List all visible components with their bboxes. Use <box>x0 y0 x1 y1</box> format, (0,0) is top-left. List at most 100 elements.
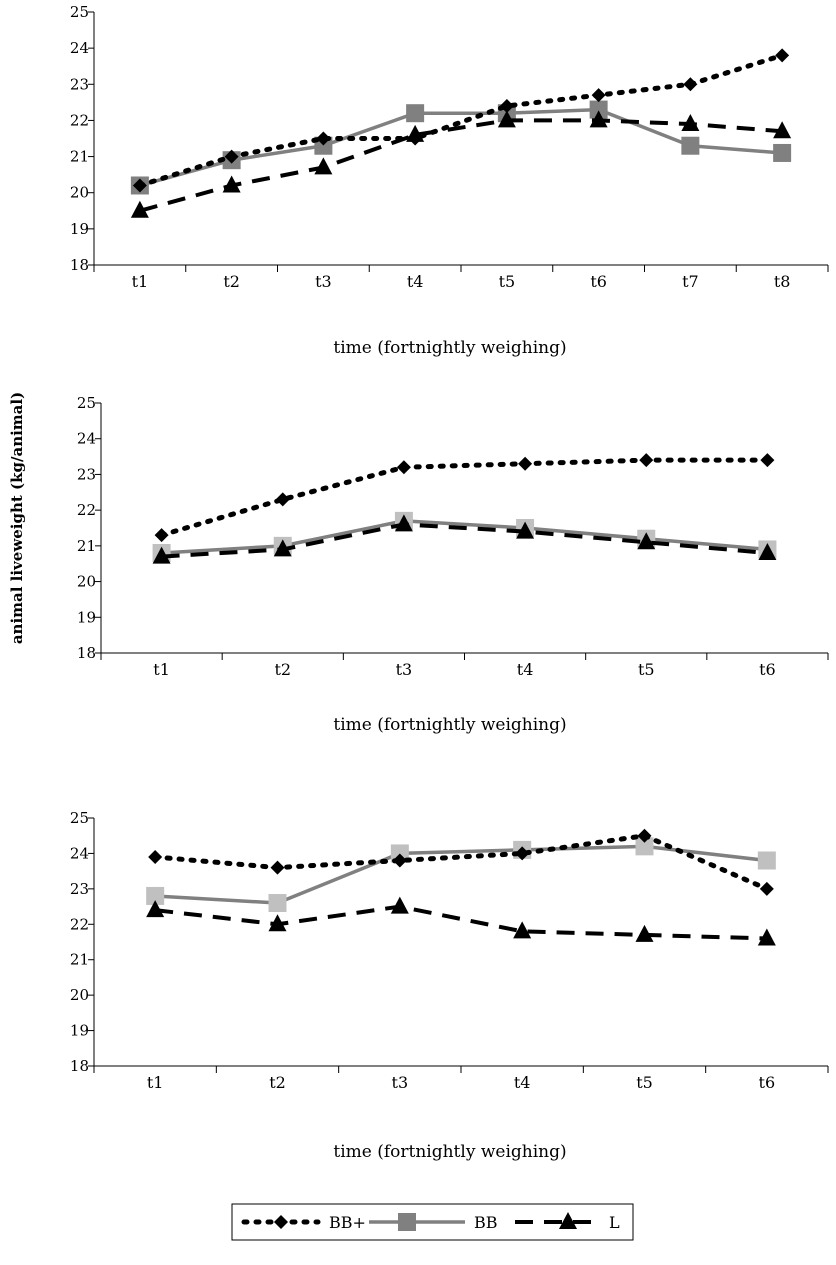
data-point-l <box>681 114 700 132</box>
data-point-bbplus <box>154 528 169 543</box>
data-point-l <box>757 928 776 946</box>
x-tick-label: t2 <box>223 272 240 291</box>
y-tick-label: 24 <box>70 844 89 862</box>
x-tick-label: t4 <box>517 660 534 679</box>
data-point-l <box>222 175 241 193</box>
legend-label-bbplus: BB+ <box>329 1213 366 1232</box>
y-tick-label: 23 <box>70 880 89 898</box>
data-point-bbplus <box>275 492 290 507</box>
series-line-bbplus <box>137 52 785 188</box>
y-tick-label: 19 <box>70 1022 89 1040</box>
charts: 18 19 20 21 22 23 24 25 t1 t2 t3 t4 t5 t6 t7 t8 time (fo… <box>70 3 829 1162</box>
data-point-bb <box>773 143 792 162</box>
data-point-l <box>635 924 654 942</box>
y-tick-label: 20 <box>70 986 89 1004</box>
y-tick-label: 24 <box>70 39 89 57</box>
y-tick-label: 18 <box>70 256 89 274</box>
x-tick-label: t1 <box>153 660 170 679</box>
y-tick-label: 20 <box>70 184 89 202</box>
x-tick-label: t3 <box>396 660 413 679</box>
data-point-l <box>637 532 656 550</box>
legend-label-l: L <box>609 1213 620 1232</box>
data-point-bbplus <box>270 860 285 875</box>
data-point-l <box>146 900 165 918</box>
x-tick-label: t5 <box>638 660 655 679</box>
y-tick-label: 20 <box>77 573 96 591</box>
data-point-bbplus <box>408 131 423 146</box>
data-point-bbplus <box>518 456 533 471</box>
data-point-l <box>394 514 413 532</box>
y-tick-label: 18 <box>70 1057 89 1075</box>
legend-label-bb: BB <box>474 1213 498 1232</box>
series-line-l <box>139 118 783 213</box>
y-tick-label: 25 <box>77 394 96 412</box>
data-point-bb <box>589 100 608 119</box>
legend: BB+ BB L <box>231 1203 634 1241</box>
series-line-l <box>154 904 767 941</box>
data-point-bbplus <box>760 453 775 468</box>
chart-panel-2: 18 19 20 21 22 23 24 25 t1 t2 t3 t4 t5 t6 time (fortni… <box>77 394 829 735</box>
data-point-l <box>773 121 792 139</box>
data-point-l <box>268 914 287 932</box>
data-point-bbplus <box>775 48 790 63</box>
data-point-bb <box>146 886 165 905</box>
data-point-bbplus <box>499 98 514 113</box>
y-tick-label: 23 <box>77 465 96 483</box>
data-point-bb <box>757 851 776 870</box>
legend-marker-bb <box>398 1213 416 1231</box>
y-tick-label: 25 <box>70 3 89 21</box>
chart-panel-3: 18 19 20 21 22 23 24 25 t1 t2 t3 t4 t5 t6 time (fortni… <box>70 809 829 1162</box>
x-tick-label: t6 <box>759 1073 776 1092</box>
x-tick-label: t5 <box>499 272 516 291</box>
y-tick-label: 24 <box>77 430 96 448</box>
series-line-bb <box>161 519 768 555</box>
series-line-bbplus <box>152 833 770 892</box>
x-tick-label: t8 <box>774 272 791 291</box>
data-point-bb <box>390 844 409 863</box>
y-tick-label: 22 <box>70 915 89 933</box>
chart-panel-1: 18 19 20 21 22 23 24 25 t1 t2 t3 t4 t5 t6 t7 t8 time (fo… <box>70 3 829 358</box>
data-point-l <box>273 539 292 557</box>
series-line-l <box>161 522 768 559</box>
x-tick-label: t1 <box>132 272 149 291</box>
data-point-l <box>497 110 516 128</box>
x-axis-title: time (fortnightly weighing) <box>333 338 566 358</box>
y-tick-label: 19 <box>70 220 89 238</box>
data-point-bbplus <box>316 131 331 146</box>
x-tick-label: t2 <box>274 660 291 679</box>
data-point-bb <box>268 894 287 913</box>
y-axis-label: animal liveweight (kg/animal) <box>8 392 26 644</box>
data-point-bbplus <box>683 77 698 92</box>
data-point-bbplus <box>224 149 239 164</box>
data-point-l <box>513 921 532 939</box>
data-point-bbplus <box>515 846 530 861</box>
y-tick-label: 19 <box>77 608 96 626</box>
y-tick-label: 21 <box>70 148 89 166</box>
x-tick-label: t3 <box>315 272 332 291</box>
y-tick-label: 18 <box>77 644 96 662</box>
x-tick-label: t1 <box>147 1073 164 1092</box>
data-point-bbplus <box>396 460 411 475</box>
x-tick-label: t6 <box>590 272 607 291</box>
legend-marker-bbplus <box>274 1215 288 1229</box>
series-line-bb <box>139 107 783 188</box>
series-line-bb <box>155 844 768 905</box>
data-point-l <box>516 521 535 539</box>
y-tick-label: 25 <box>70 809 89 827</box>
x-axis-title: time (fortnightly weighing) <box>333 715 566 735</box>
data-point-bbplus <box>392 853 407 868</box>
data-point-l <box>152 546 171 564</box>
data-point-bbplus <box>639 453 654 468</box>
x-tick-label: t6 <box>759 660 776 679</box>
data-point-bbplus <box>637 828 652 843</box>
data-point-bbplus <box>148 849 163 864</box>
series-line-bbplus <box>159 457 770 538</box>
data-point-l <box>589 110 608 128</box>
x-tick-label: t2 <box>269 1073 286 1092</box>
y-tick-label: 21 <box>70 951 89 969</box>
x-axis-title: time (fortnightly weighing) <box>333 1142 566 1162</box>
data-point-bb <box>681 136 700 155</box>
x-tick-label: t7 <box>682 272 699 291</box>
y-tick-label: 21 <box>77 537 96 555</box>
x-tick-label: t5 <box>636 1073 653 1092</box>
